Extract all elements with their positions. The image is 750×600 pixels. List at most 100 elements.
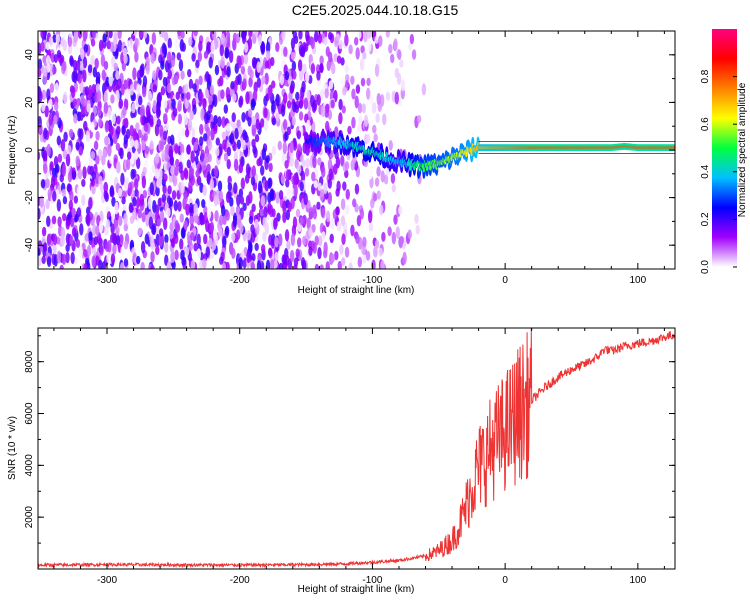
spectrogram-cell: [250, 176, 256, 186]
spectrogram-cell: [204, 219, 210, 233]
spectrogram-cell: [382, 113, 387, 126]
spectrogram-cell: [399, 59, 404, 68]
spectrogram-cell: [208, 56, 213, 69]
spectrogram-cell: [330, 99, 335, 109]
spectrogram-cell: [53, 114, 58, 124]
spectrogram-cell: [198, 136, 204, 147]
spectrogram-cell: [292, 140, 298, 151]
spectrogram-cell: [207, 137, 212, 151]
spectrogram-cell: [407, 229, 412, 240]
spectrogram-cell: [68, 199, 74, 211]
spectrogram-cell: [304, 167, 310, 177]
spectrogram-cell: [327, 109, 333, 120]
spectrogram-cell: [402, 251, 407, 265]
spectrogram-cell: [81, 194, 86, 206]
spectrogram-cell: [90, 38, 96, 47]
spectrogram-cell: [140, 241, 146, 254]
spectrogram-cell: [321, 166, 326, 178]
y-tick-label: 40: [24, 49, 35, 61]
spectrogram-cell: [214, 64, 220, 76]
spectrogram-cell: [223, 104, 229, 114]
spectrogram-cell: [180, 249, 185, 261]
spectrogram-cell: [103, 90, 109, 104]
spectrogram-cell: [38, 247, 41, 256]
spectrogram-cell: [99, 244, 104, 256]
spectrogram-cell: [120, 262, 125, 269]
spectrogram-cell: [134, 178, 139, 190]
spectrogram-cell: [38, 256, 42, 267]
spectrogram-cell: [355, 47, 360, 60]
spectrogram-cell: [290, 233, 296, 247]
spectrogram-ylabel: Frequency (Hz): [7, 116, 18, 185]
spectrogram-cell: [174, 166, 179, 177]
spectrogram-cell: [45, 198, 50, 210]
spectrogram-cell: [180, 70, 185, 80]
spectrogram-cell: [296, 149, 301, 160]
spectrogram-cell: [310, 94, 315, 108]
spectrogram-cell: [93, 140, 99, 151]
spectrogram-cell: [145, 214, 150, 227]
spectrogram-cell: [159, 210, 165, 223]
x-tick-label: -300: [97, 275, 117, 286]
spectrogram-cell: [184, 128, 190, 138]
spectrogram-cell: [248, 191, 253, 204]
spectrogram-cell: [230, 232, 236, 242]
spectrogram-cell: [201, 199, 206, 209]
spectrogram-cell: [269, 188, 275, 202]
spectrogram-cell: [381, 231, 386, 242]
spectrogram-cell: [65, 233, 71, 245]
spectrogram-cell: [123, 258, 129, 267]
spectrogram-cell: [94, 171, 100, 185]
spectrogram-cell: [348, 44, 353, 55]
spectrogram-cell: [202, 185, 207, 196]
spectrogram-cell: [173, 75, 179, 84]
spectrogram-cell: [76, 207, 82, 218]
spectrogram-cell: [177, 132, 182, 142]
spectrogram-cell: [260, 118, 265, 128]
spectrogram-cell: [273, 260, 278, 269]
spectrogram-cell: [83, 43, 89, 53]
spectrogram-cell: [170, 238, 176, 249]
spectrogram-cell: [274, 236, 279, 248]
spectrogram-cell: [256, 260, 262, 269]
spectrogram-cell: [328, 168, 333, 181]
spectrogram-cell: [186, 144, 191, 155]
spectrogram-cell: [155, 245, 160, 256]
spectrogram-cell: [233, 158, 239, 171]
spectrogram-cell: [125, 158, 131, 171]
y-tick-label: 8000: [24, 350, 35, 373]
spectrogram-cell: [238, 126, 243, 135]
spectrogram-cell: [155, 105, 161, 119]
spectrogram-cell: [270, 56, 275, 67]
spectrogram-cell: [104, 135, 109, 146]
spectrogram-cell: [390, 53, 395, 64]
spectrogram-cell: [63, 131, 68, 143]
spectrogram-cell: [161, 42, 167, 55]
spectrogram-cell: [330, 217, 335, 230]
spectrogram-cell: [45, 54, 51, 66]
signal-core: [465, 151, 468, 158]
spectrogram-cell: [78, 245, 83, 258]
spectrogram-cell: [148, 216, 154, 230]
spectrogram-cell: [82, 31, 87, 42]
spectrogram-cell: [169, 229, 174, 240]
spectrogram-cell: [158, 234, 164, 247]
spectrogram-cell: [280, 174, 286, 185]
spectrogram-cell: [129, 215, 135, 224]
spectrogram-cell: [55, 34, 61, 44]
spectrogram-cell: [116, 115, 121, 125]
colorbar-ticks: 0.0 0.2 0.4 0.6 0.8: [700, 69, 737, 274]
spectrogram-cell: [303, 97, 309, 110]
spectrogram-cell: [170, 134, 175, 146]
spectrogram-cell: [215, 147, 220, 157]
spectrogram-cell: [257, 180, 263, 194]
spectrogram-cell: [62, 213, 67, 222]
spectrogram-cell: [136, 83, 141, 95]
spectrogram-cell: [82, 69, 87, 83]
spectrogram-cell: [102, 33, 107, 44]
spectrogram-cell: [77, 168, 83, 180]
spectrogram-cell: [49, 161, 54, 172]
spectrogram-cell: [80, 48, 85, 60]
spectrogram-cell: [220, 33, 226, 44]
spectrogram-cell: [50, 175, 56, 189]
